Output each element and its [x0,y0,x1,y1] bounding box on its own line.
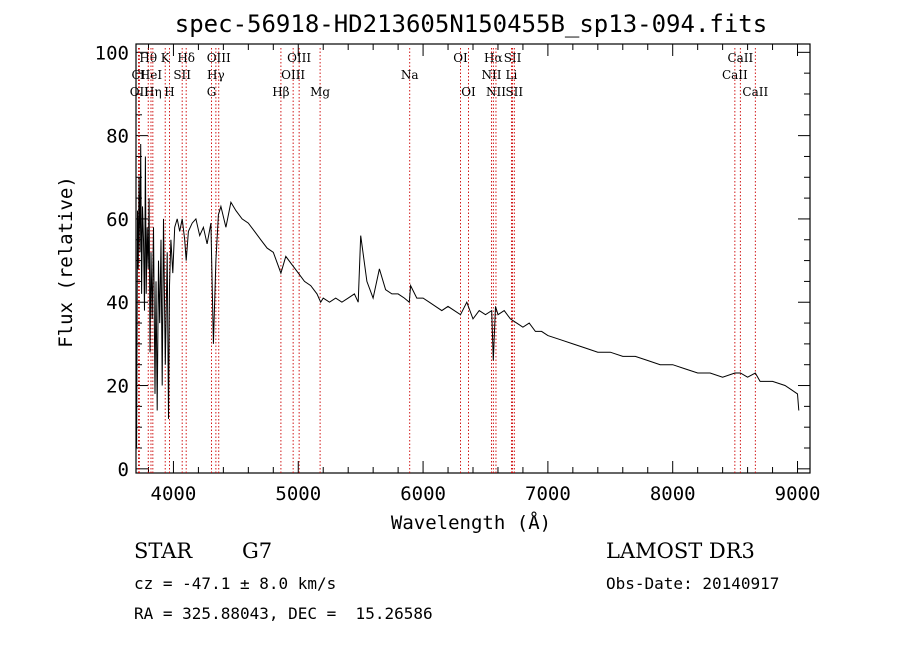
line-label: NII [486,85,506,99]
survey-label: LAMOST DR3 [606,539,755,563]
object-subclass: G7 [242,539,272,563]
x-tick-label: 8000 [650,483,696,505]
line-label: Hδ [177,51,195,65]
line-label: CaII [722,68,748,82]
line-label: Hα [484,51,503,65]
y-tick-label: 60 [106,209,129,231]
line-label: OIII [281,68,305,82]
line-label: Na [401,68,419,82]
y-axis-label: Flux (relative) [55,176,77,348]
plot-frame [135,43,811,474]
line-label: Hη [144,85,162,99]
line-label: CI [132,68,146,82]
line-label: H [164,85,174,99]
chart-title: spec-56918-HD213605N150455B_sp13-094.fit… [175,10,767,38]
obs-date: Obs-Date: 20140917 [606,574,779,593]
line-label: G [207,85,217,99]
line-label: Mg [310,85,330,99]
x-tick-label: 7000 [525,483,571,505]
y-tick-label: 100 [95,42,129,64]
spectrum-line [135,143,800,449]
line-label: Hγ [207,68,225,82]
line-label: Hθ [139,51,157,65]
coordinates: RA = 325.88043, DEC = 15.26586 [134,604,433,623]
object-class: STAR [134,539,193,563]
y-tick-label: 40 [106,292,129,314]
line-label: K [161,51,171,65]
line-label: CaII [742,85,768,99]
y-tick-label: 0 [118,459,129,481]
line-label: Li [506,68,518,82]
x-axis: 4000 5000 6000 7000 8000 9000 [147,44,821,505]
line-label: CaII [727,51,753,65]
line-label: NII [481,68,501,82]
line-label: OI [453,51,468,65]
line-label: Hβ [272,85,289,99]
x-tick-label: 5000 [275,483,321,505]
x-tick-label: 4000 [151,483,197,505]
x-tick-label: 6000 [400,483,446,505]
x-axis-label: Wavelength (Å) [391,511,551,534]
y-tick-label: 20 [106,376,129,398]
spectral-line-markers: Hθ CI OII HeI Hη K H SII Hδ OIII Hγ G Hβ OIII OIII Mg Na… [130,48,768,473]
line-label: HeI [140,68,163,82]
line-label: SII [504,51,522,65]
line-label: OIII [287,51,311,65]
line-label: OII [130,85,150,99]
line-label: OI [461,85,476,99]
x-tick-label: 9000 [775,483,821,505]
y-axis: 0 20 40 60 80 100 [95,42,810,481]
line-label: OIII [207,51,231,65]
redshift-text: cz = -47.1 ± 8.0 km/s [134,574,336,593]
line-label: SII [505,85,523,99]
y-tick-label: 80 [106,126,129,148]
line-label: SII [173,68,191,82]
